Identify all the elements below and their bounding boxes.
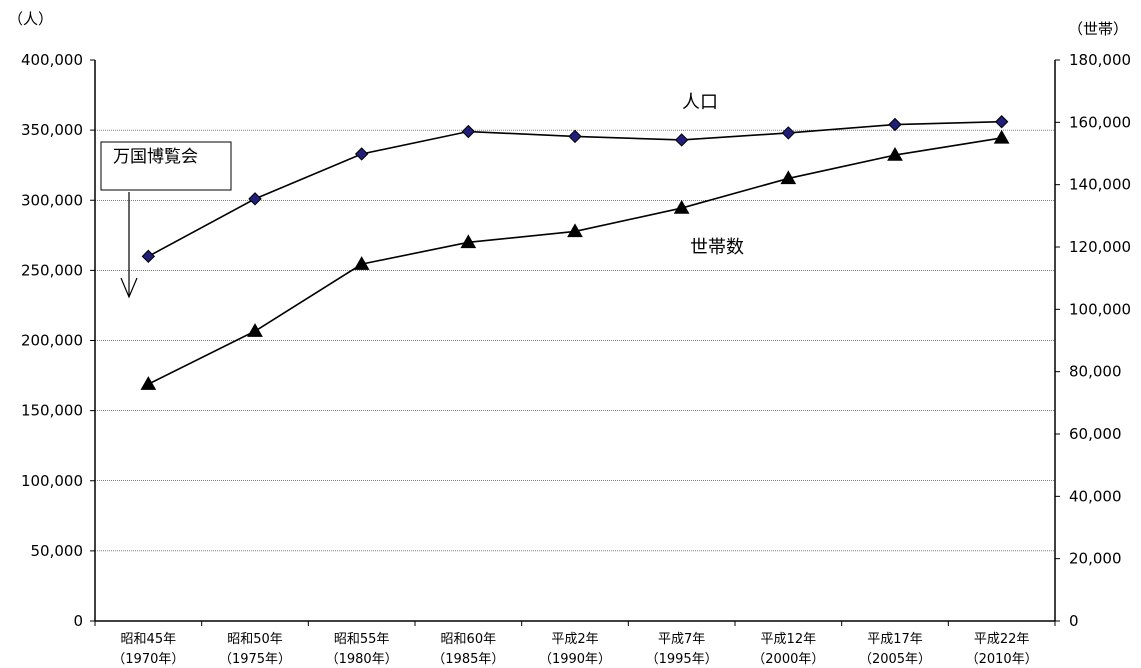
x-tick-sublabel: （1995年） — [646, 652, 718, 667]
right-tick-label: 180,000 — [1069, 51, 1131, 69]
series-label-population: 人口 — [682, 92, 718, 113]
left-tick-label: 100,000 — [21, 472, 83, 490]
left-tick-label: 300,000 — [21, 191, 83, 209]
population-point — [994, 115, 1009, 129]
x-tick-label: 昭和60年 — [441, 632, 497, 647]
x-tick-sublabel: （1970年） — [112, 652, 184, 667]
households-point — [993, 129, 1010, 144]
x-ticks: 昭和45年 （1970年） 昭和50年 （1975年） 昭和55年 （1980年） 昭和60… — [94, 621, 1056, 667]
households-point — [247, 323, 263, 337]
series-label-households: 世帯数 — [690, 237, 744, 258]
x-tick-label: 昭和45年 — [121, 632, 177, 647]
x-tick-label: 平成17年 — [867, 632, 923, 647]
left-tick-label: 50,000 — [31, 542, 84, 560]
x-tick-sublabel: （1990年） — [539, 652, 611, 667]
households-point — [353, 256, 370, 270]
expo-callout-label: 万国博覧会 — [113, 147, 198, 167]
households-point — [567, 223, 583, 238]
expo-callout-box — [100, 141, 232, 191]
right-axis-unit: （世帯） — [1068, 20, 1128, 38]
x-tick-label: 平成2年 — [551, 632, 598, 647]
x-tick-sublabel: （1980年） — [326, 652, 398, 667]
households-point — [887, 147, 903, 161]
x-tick-sublabel: （2000年） — [752, 652, 824, 667]
x-tick-sublabel: （1975年） — [219, 652, 291, 667]
right-tick-label: 40,000 — [1069, 487, 1122, 505]
x-tick-label: 平成12年 — [761, 632, 817, 647]
x-tick-label: 昭和55年 — [334, 632, 390, 647]
x-tick-label: 昭和50年 — [227, 632, 283, 647]
population-point — [354, 147, 369, 161]
expo-callout: 万国博覧会 — [100, 141, 232, 299]
right-tick-label: 60,000 — [1069, 425, 1122, 443]
left-tick-label: 400,000 — [21, 51, 83, 69]
households-point — [673, 200, 690, 214]
population-point — [248, 192, 262, 206]
left-y-ticks: 0 50,000 100,000 150,000 200,000 250,000 300,0… — [21, 51, 95, 630]
left-tick-label: 250,000 — [21, 261, 83, 279]
gridlines — [95, 129, 1055, 552]
right-tick-label: 0 — [1069, 612, 1079, 630]
left-tick-label: 350,000 — [21, 121, 83, 139]
population-point — [568, 129, 582, 144]
population-point — [461, 124, 476, 139]
right-tick-label: 160,000 — [1069, 113, 1131, 131]
left-tick-label: 150,000 — [21, 402, 83, 420]
x-tick-label: 平成7年 — [658, 632, 705, 647]
right-tick-label: 80,000 — [1069, 363, 1122, 381]
households-point — [460, 234, 477, 249]
expo-callout-arrowhead — [120, 277, 138, 299]
x-tick-sublabel: （2010年） — [966, 652, 1038, 667]
x-tick-sublabel: （2005年） — [859, 652, 931, 667]
population-point — [674, 133, 689, 147]
left-axis-unit: （人） — [8, 10, 53, 28]
population-point — [888, 117, 902, 132]
right-tick-label: 140,000 — [1069, 176, 1131, 194]
right-tick-label: 20,000 — [1069, 550, 1122, 568]
right-tick-label: 120,000 — [1069, 238, 1131, 256]
left-tick-label: 200,000 — [21, 332, 83, 350]
series-line-households — [147, 137, 1002, 385]
population-point — [141, 249, 156, 264]
x-tick-sublabel: （1985年） — [432, 652, 504, 667]
left-tick-label: 0 — [73, 612, 83, 630]
households-point — [780, 170, 797, 185]
population-point — [781, 126, 796, 140]
right-tick-label: 100,000 — [1069, 300, 1131, 318]
households-point — [140, 376, 157, 390]
x-tick-label: 平成22年 — [974, 632, 1030, 647]
series-layer — [140, 115, 1010, 390]
right-y-ticks: 0 20,000 40,000 60,000 80,000 100,000 120,000 1… — [1055, 51, 1131, 630]
